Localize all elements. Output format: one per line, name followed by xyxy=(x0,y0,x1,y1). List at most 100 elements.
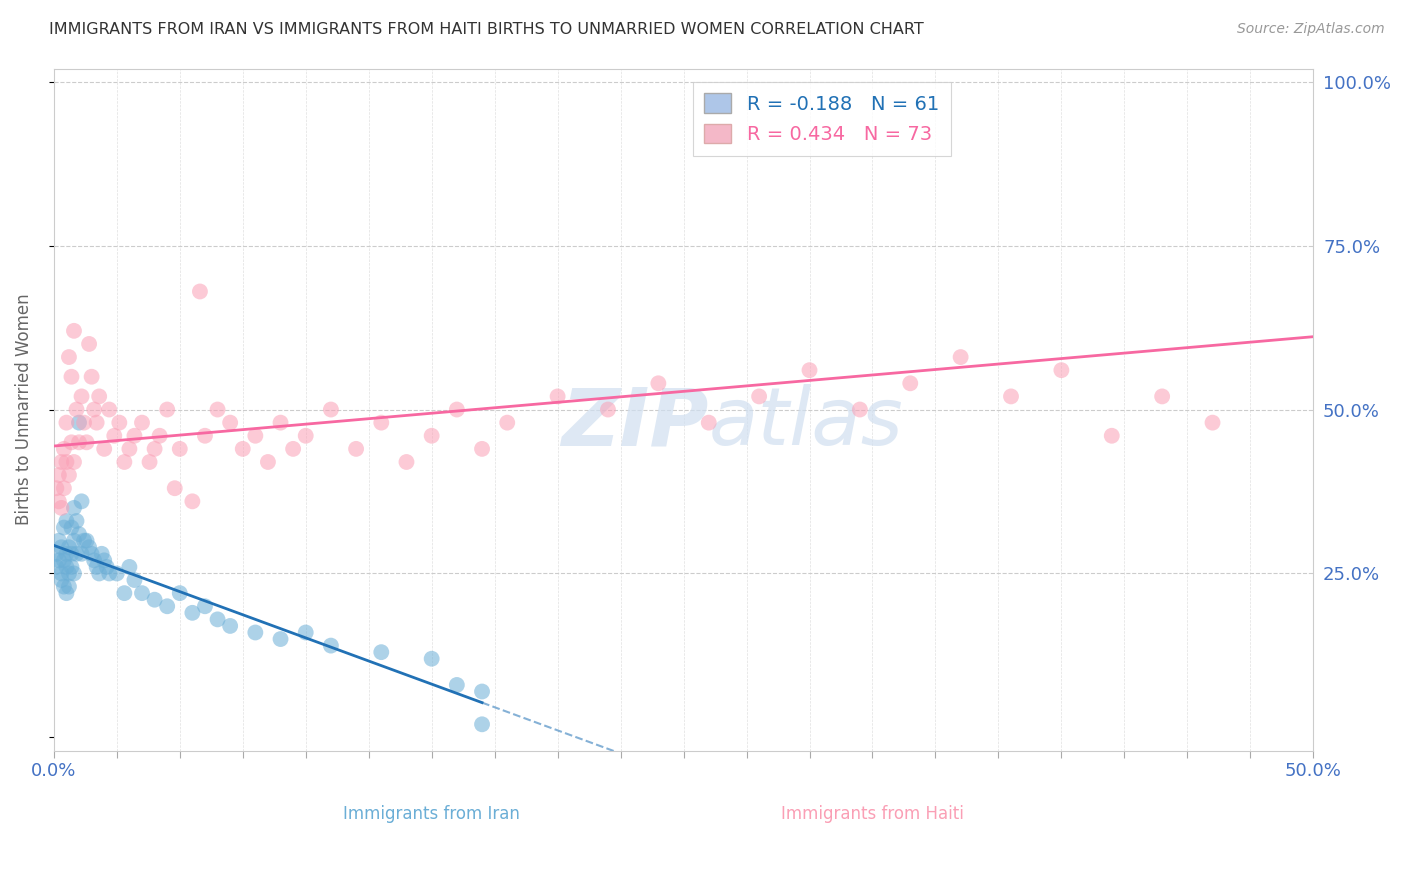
Point xyxy=(471,717,494,731)
Point xyxy=(58,350,80,364)
Point xyxy=(118,560,141,574)
Point xyxy=(67,416,90,430)
Point xyxy=(112,586,135,600)
Point xyxy=(471,684,494,698)
Point xyxy=(156,599,179,614)
Point xyxy=(257,455,280,469)
Point xyxy=(48,494,70,508)
Point xyxy=(55,586,77,600)
Point xyxy=(60,369,83,384)
Point xyxy=(60,547,83,561)
Point xyxy=(319,639,342,653)
Point xyxy=(55,560,77,574)
Point xyxy=(63,566,86,581)
Point xyxy=(70,389,93,403)
Point xyxy=(76,533,98,548)
Point xyxy=(1152,389,1174,403)
Point xyxy=(60,560,83,574)
Point xyxy=(90,547,112,561)
Text: Source: ZipAtlas.com: Source: ZipAtlas.com xyxy=(1237,22,1385,37)
Point xyxy=(849,402,872,417)
Point xyxy=(89,566,111,581)
Point xyxy=(748,389,770,403)
Point xyxy=(52,442,75,456)
Point xyxy=(138,455,160,469)
Point xyxy=(52,520,75,534)
Point xyxy=(45,547,67,561)
Point xyxy=(58,580,80,594)
Point xyxy=(1050,363,1073,377)
Point xyxy=(207,402,229,417)
Point xyxy=(80,547,103,561)
Point xyxy=(52,580,75,594)
Point xyxy=(270,632,292,646)
Point xyxy=(65,547,87,561)
Point xyxy=(131,416,153,430)
Point xyxy=(949,350,972,364)
Point xyxy=(63,455,86,469)
Point xyxy=(194,429,217,443)
Point xyxy=(70,494,93,508)
Point xyxy=(98,566,121,581)
Point xyxy=(446,678,468,692)
Point xyxy=(76,435,98,450)
Point xyxy=(86,416,108,430)
Point xyxy=(65,402,87,417)
Point xyxy=(898,376,921,391)
Point xyxy=(48,553,70,567)
Point xyxy=(77,337,100,351)
Point xyxy=(319,402,342,417)
Point xyxy=(45,481,67,495)
Point xyxy=(156,402,179,417)
Point xyxy=(169,586,191,600)
Point xyxy=(51,455,73,469)
Point xyxy=(232,442,254,456)
Point xyxy=(65,514,87,528)
Point xyxy=(1101,429,1123,443)
Point xyxy=(446,402,468,417)
Point xyxy=(73,533,96,548)
Point xyxy=(219,416,242,430)
Point xyxy=(181,606,204,620)
Point xyxy=(51,566,73,581)
Point xyxy=(70,547,93,561)
Point xyxy=(86,560,108,574)
Point xyxy=(58,468,80,483)
Point xyxy=(55,455,77,469)
Point xyxy=(245,625,267,640)
Point xyxy=(60,520,83,534)
Point xyxy=(370,416,392,430)
Point xyxy=(219,619,242,633)
Point xyxy=(344,442,367,456)
Point xyxy=(55,514,77,528)
Point xyxy=(63,533,86,548)
Point xyxy=(63,500,86,515)
Point xyxy=(370,645,392,659)
Point xyxy=(52,553,75,567)
Point xyxy=(58,566,80,581)
Text: ZIP: ZIP xyxy=(561,384,709,462)
Text: Immigrants from Haiti: Immigrants from Haiti xyxy=(782,805,965,823)
Point xyxy=(89,389,111,403)
Point xyxy=(131,586,153,600)
Point xyxy=(1201,416,1223,430)
Point xyxy=(63,324,86,338)
Point xyxy=(77,540,100,554)
Point xyxy=(799,363,821,377)
Point xyxy=(1000,389,1022,403)
Y-axis label: Births to Unmarried Women: Births to Unmarried Women xyxy=(15,293,32,525)
Point xyxy=(143,592,166,607)
Point xyxy=(51,573,73,587)
Point xyxy=(105,566,128,581)
Point xyxy=(596,402,619,417)
Point xyxy=(471,442,494,456)
Point xyxy=(118,442,141,456)
Point xyxy=(169,442,191,456)
Legend: R = -0.188   N = 61, R = 0.434   N = 73: R = -0.188 N = 61, R = 0.434 N = 73 xyxy=(693,82,950,156)
Point xyxy=(58,540,80,554)
Point xyxy=(83,402,105,417)
Point xyxy=(67,435,90,450)
Point xyxy=(294,625,316,640)
Point xyxy=(194,599,217,614)
Point xyxy=(67,527,90,541)
